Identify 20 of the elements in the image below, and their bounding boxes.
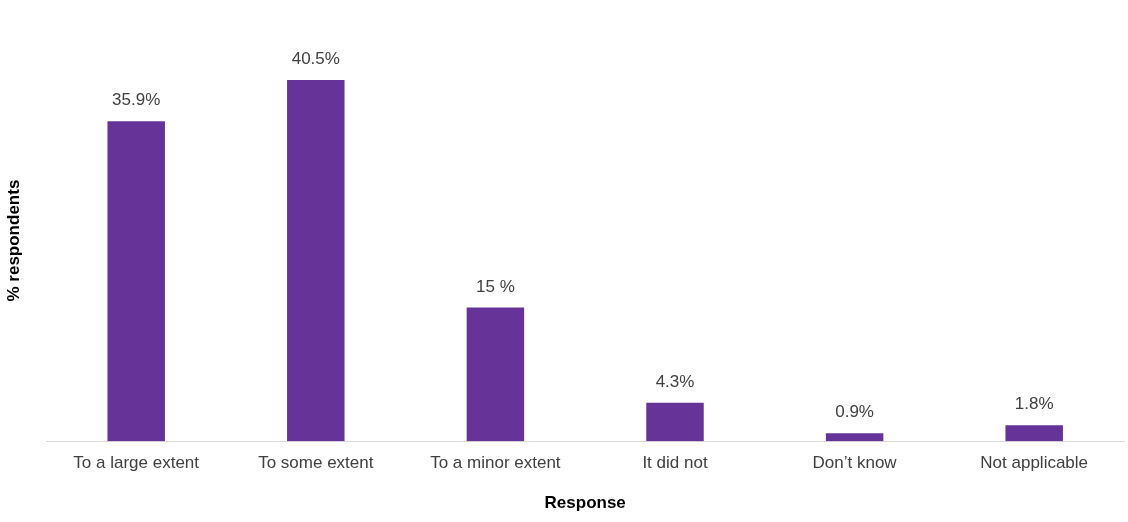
data-label: 35.9%: [112, 90, 161, 110]
data-label: 40.5%: [291, 49, 340, 69]
x-tick-label: To a minor extent: [430, 453, 561, 473]
bar: [1005, 425, 1063, 442]
x-tick-label: Not applicable: [980, 453, 1089, 473]
data-label: 1.8%: [1014, 394, 1054, 414]
data-label: 4.3%: [655, 372, 695, 392]
data-label: 0.9%: [835, 402, 874, 422]
x-tick-label: To a large extent: [73, 453, 200, 473]
data-label: 15 %: [476, 276, 515, 296]
y-axis-title: % respondents: [3, 179, 23, 302]
x-axis-title: Response: [544, 493, 626, 513]
x-tick-label: To some extent: [258, 453, 374, 473]
bar: [825, 433, 884, 442]
bar: [287, 80, 345, 442]
bar: [107, 121, 165, 442]
bar: [466, 307, 525, 442]
x-tick-label: It did not: [642, 453, 708, 473]
bar: [646, 402, 704, 442]
x-tick-label: Don’t know: [812, 453, 898, 473]
